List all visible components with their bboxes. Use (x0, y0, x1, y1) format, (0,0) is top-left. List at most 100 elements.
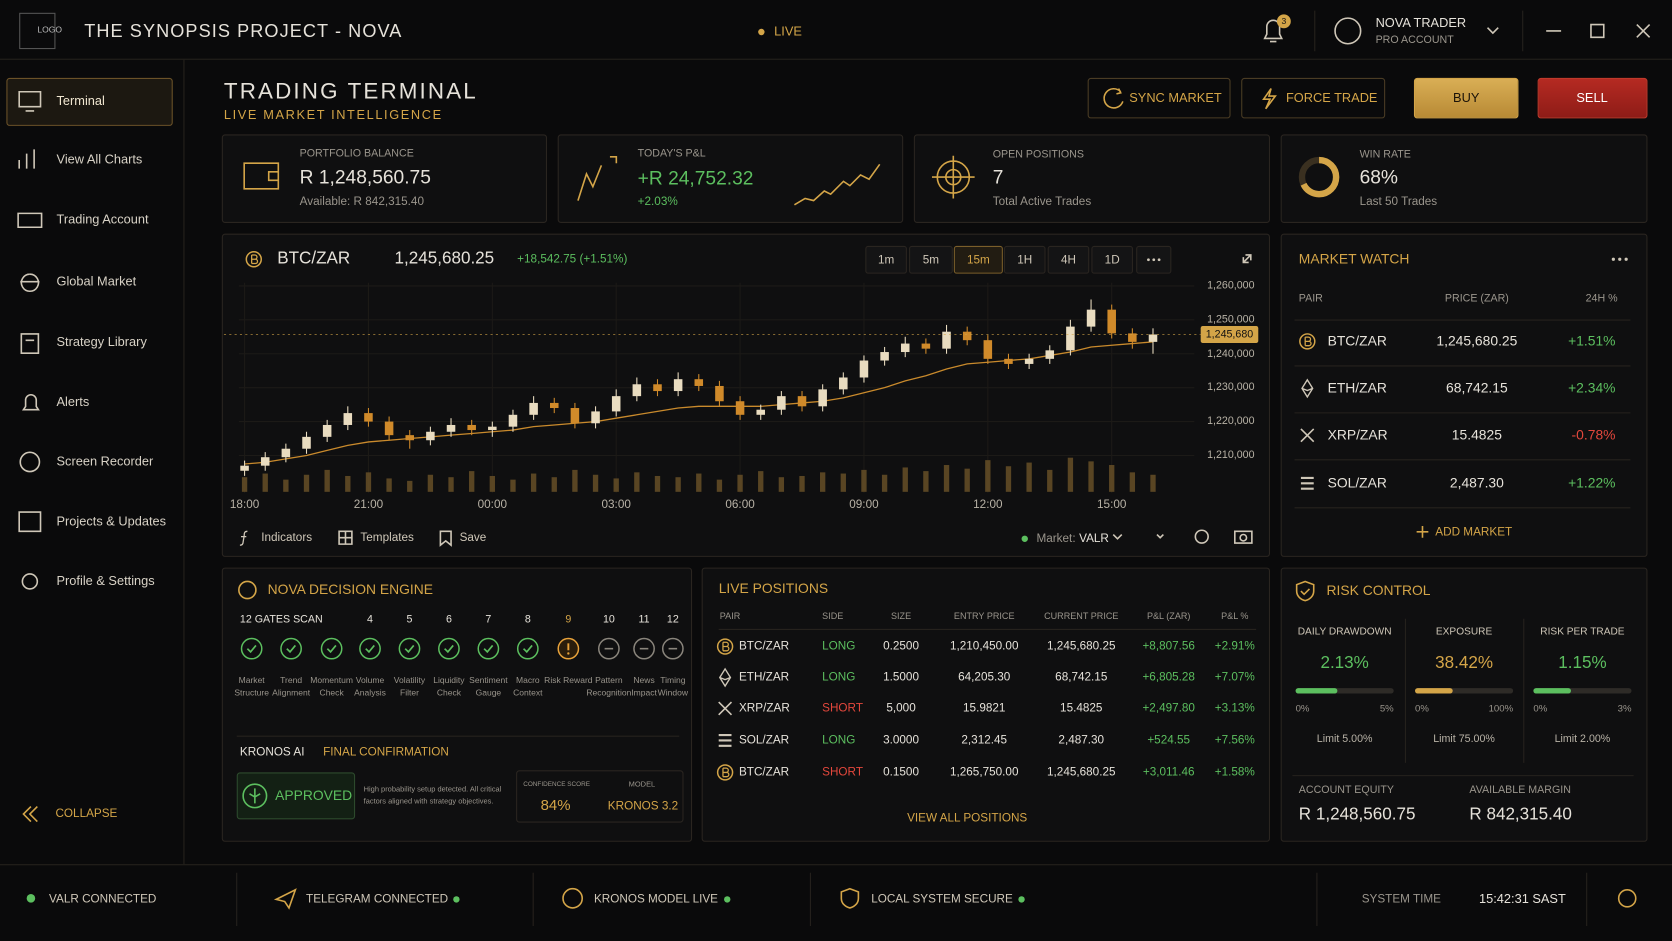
change: +2.34% (1568, 379, 1616, 396)
gate-number: 5 (406, 613, 413, 626)
divider (236, 10, 1634, 927)
metric-label: EXPOSURE (1435, 626, 1493, 638)
timeframe-button (1003, 245, 1046, 274)
stat-label: TODAY'S P&L (637, 147, 706, 160)
gate-label: Trend Alignment (272, 675, 311, 698)
candle-body (673, 379, 683, 392)
candle-body (839, 377, 848, 390)
buy-button[interactable] (1413, 77, 1519, 119)
status-dot (1018, 896, 1025, 903)
header-border (0, 58, 1672, 60)
button-label[interactable]: SELL (1576, 90, 1608, 105)
force-button[interactable] (1241, 77, 1386, 119)
column-header: PRICE (ZAR) (1444, 292, 1509, 305)
stat-value: +R 24,752.32 (637, 167, 754, 189)
column-header: 24H % (1585, 292, 1618, 305)
gate-label: Market Structure (234, 675, 269, 698)
sell-button[interactable] (1537, 77, 1648, 119)
gate-check (522, 644, 533, 654)
metric-tick: 0% (1415, 703, 1429, 714)
button-label[interactable]: FORCE TRADE (1285, 90, 1378, 105)
timeframe-label[interactable]: 1m (877, 253, 895, 267)
change: +1.22% (1568, 474, 1616, 491)
button-label[interactable]: SYNC MARKET (1129, 90, 1222, 105)
chart-tool[interactable]: Indicators (261, 531, 313, 545)
y-tick-label: 1,210,000 (1207, 449, 1255, 462)
gate-number: 8 (524, 613, 531, 626)
position-cell: 15.9821 (963, 701, 1006, 715)
volume-bar (386, 478, 392, 492)
gate-status (320, 637, 343, 660)
candle-body (694, 379, 704, 386)
timeframe-label[interactable]: 1H (1017, 253, 1033, 267)
gate-label: Macro Context (513, 675, 543, 698)
position-cell: +6,805.28 (1142, 671, 1195, 684)
collapse[interactable]: COLLAPSE (55, 807, 118, 821)
nav-item[interactable]: Strategy Library (56, 334, 147, 350)
status: LOCAL SYSTEM SECURE (871, 892, 1013, 906)
nav-item[interactable]: Alerts (56, 394, 90, 410)
timeframe-label[interactable]: 5m (922, 253, 940, 267)
metric-tick: 3% (1617, 703, 1632, 714)
x-tick-label: 06:00 (725, 498, 755, 511)
notification-badge[interactable]: 3 (1276, 14, 1291, 29)
gate-warn (567, 652, 570, 655)
nav-item[interactable]: Screen Recorder (56, 453, 154, 469)
position-cell: 1,210,450.00 (949, 640, 1019, 653)
column-header: SIZE (890, 610, 912, 622)
nav-item[interactable]: Projects & Updates (56, 513, 167, 529)
chart-change: +18,542.75 (+1.51%) (517, 252, 628, 266)
timeframe-button (1091, 245, 1133, 274)
timeframe-label[interactable]: 4H (1060, 253, 1076, 267)
x-tick-label: 15:00 (1097, 498, 1127, 511)
chart-tool[interactable]: Save (459, 531, 487, 545)
position-cell: 3.0000 (883, 733, 919, 747)
add-market[interactable]: ADD MARKET (1435, 525, 1513, 539)
model: KRONOS 3.2 (607, 800, 679, 813)
coin-icon (1301, 378, 1314, 399)
gate-status (240, 637, 263, 660)
coin-icon (722, 641, 730, 652)
button-label[interactable]: BUY (1453, 90, 1480, 105)
column-header: PAIR (719, 610, 741, 622)
candle-body (900, 343, 910, 353)
candle-body (591, 411, 600, 424)
nav-item[interactable]: Global Market (56, 273, 137, 289)
nav-item[interactable]: View All Charts (56, 151, 143, 167)
stat-label: OPEN POSITIONS (992, 148, 1085, 161)
gate-check (365, 644, 375, 654)
sync-button[interactable] (1087, 77, 1231, 119)
volume-bar (283, 479, 289, 492)
market-name[interactable]: VALR (1079, 532, 1109, 546)
metric-tick: 0% (1533, 703, 1548, 714)
gate-label: Volatility Filter (393, 675, 426, 698)
view-all[interactable]: VIEW ALL POSITIONS (907, 811, 1028, 825)
chart-tool[interactable]: Templates (360, 531, 414, 545)
volume-bar (1109, 465, 1115, 492)
expand-icon (1242, 254, 1252, 264)
timeframe-label[interactable]: 1D (1104, 253, 1120, 267)
nav-item[interactable]: Trading Account (56, 211, 149, 227)
candle-body (1086, 309, 1096, 327)
confidence: 84% (540, 796, 571, 814)
x-tick-label: 03:00 (601, 498, 631, 511)
tool-icons (338, 530, 452, 547)
window-controls (1486, 23, 1651, 39)
position-cell: 1.5000 (883, 671, 919, 684)
more-dot (1152, 258, 1156, 262)
column-header: P&L (ZAR) (1146, 610, 1191, 622)
nav-item[interactable]: Terminal (56, 93, 105, 109)
footer-settings-icon (1617, 888, 1637, 908)
volume-bar (1005, 466, 1012, 492)
y-tick-label: 1,260,000 (1207, 280, 1255, 292)
telegram-icon (273, 888, 297, 910)
equity: R 1,248,560.75 (1298, 805, 1416, 824)
gate-status (359, 637, 381, 660)
position-cell: 68,742.15 (1055, 671, 1108, 684)
volume-bar (654, 475, 661, 492)
timeframe-label[interactable]: 15m (966, 253, 990, 267)
nav-item[interactable]: Profile & Settings (56, 573, 155, 589)
